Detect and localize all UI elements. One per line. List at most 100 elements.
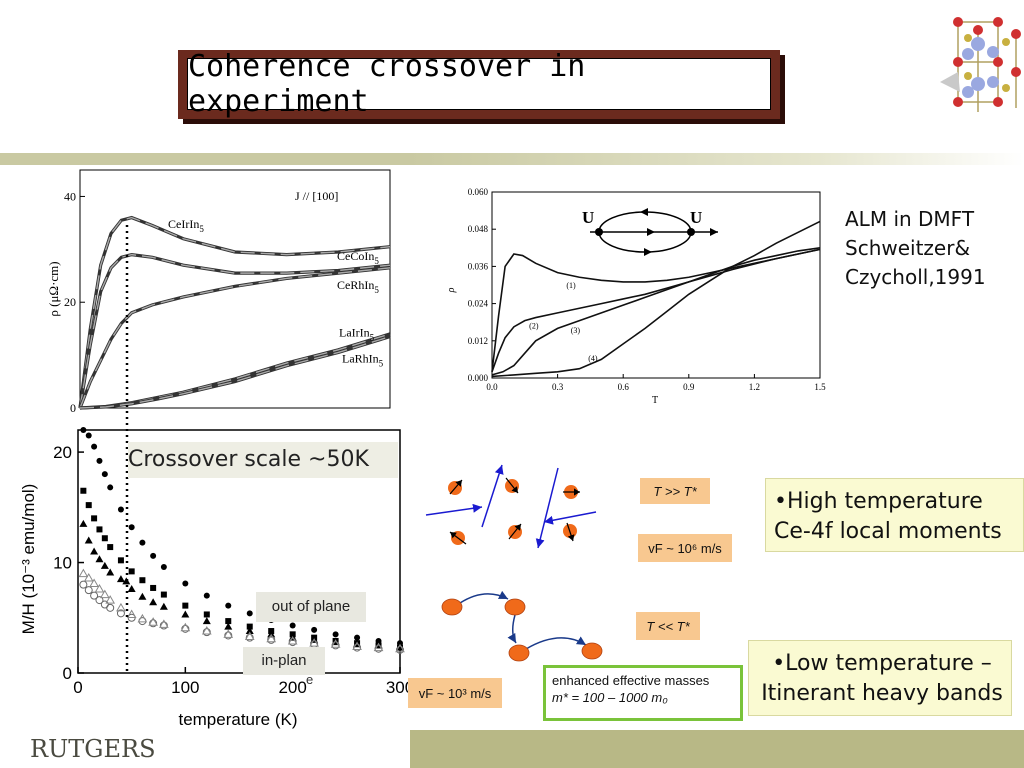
data-point [107,544,114,551]
data-point [100,561,109,569]
effective-masses-box: enhanced effective masses m* = 100 – 100… [543,665,743,721]
data-point [80,427,87,433]
stray-letter: e [306,672,314,687]
dmft-resistivity-chart: ρ T 0.0 0.3 0.6 0.9 1.2 1.5 0.000 0.012 0.024 0.0… [446,187,826,405]
data-point [202,617,211,625]
in-plane-label: in-plan [243,647,325,675]
crossover-line [125,225,129,673]
high-temp-line-2: Ce-4f local moments [774,519,1002,544]
data-point [245,627,254,635]
series-label-CeIrIn5: CeIrIn5 [168,217,204,234]
data-point [116,575,125,583]
series-highlight-CeRhIn5 [79,267,391,409]
x-tick-label: 0.3 [552,382,564,392]
resistivity-chart: J // [100] ρ (μΩ·cm) 0 20 40 CeCoIn5 CeIrIn… [46,169,391,415]
x-tick-label: 200 [278,678,306,697]
local-moments-diagram [425,464,597,549]
data-point [78,568,89,578]
data-point [139,577,146,584]
y-tick-label: 0.024 [468,299,489,309]
data-point [85,502,92,509]
data-point [79,519,88,527]
data-point [150,552,157,559]
data-point [203,611,210,618]
series-label: (2) [529,321,539,330]
header-band [0,153,1024,165]
data-point [149,598,158,606]
series-label: (1) [566,281,576,290]
data-point [353,643,362,652]
data-point [105,595,116,604]
u-right-label: U [690,208,702,227]
x-axis-label: temperature (K) [178,710,297,729]
data-point [396,645,404,654]
series-label: (3) [571,326,581,335]
data-point [83,573,94,582]
y-axis-label: M/H (10⁻³ emu/mol) [20,484,38,635]
series-highlight-LaRhIn5 [79,335,391,409]
x-tick-label: 0.0 [486,382,498,392]
x-tick-label: 1.5 [814,382,826,392]
data-point [180,622,191,632]
data-point [137,613,148,623]
data-point [201,626,212,635]
data-point [126,609,137,618]
data-point [159,621,168,630]
data-point [246,610,253,617]
y-tick-label: 10 [53,554,72,573]
x-tick-label: 300 [386,678,410,697]
data-point [91,515,98,522]
series-line-(2) [491,248,821,373]
data-point [84,536,93,544]
data-point [160,563,167,570]
y-axis-label: ρ (μΩ·cm) [46,261,61,316]
data-point [90,547,99,555]
data-point [85,432,92,439]
y-tick-label: 40 [64,189,76,203]
data-point [90,591,99,600]
data-point [149,619,158,628]
y-tick-label: 20 [64,295,76,309]
x-tick-label: 1.2 [749,382,760,392]
u-left-label: U [582,208,594,227]
data-point [127,585,136,593]
y-tick-label: 0.036 [468,261,489,271]
data-point [224,622,233,630]
data-point [150,584,157,591]
data-point [148,617,158,626]
data-point [159,602,168,610]
data-point [245,633,254,642]
data-point [89,578,99,588]
alm-line-3: Czycholl,1991 [845,265,986,289]
data-point [138,592,147,600]
x-tick-label: 0.9 [683,382,695,392]
data-point [309,638,319,647]
data-point [106,603,115,612]
y-tick-label: 0 [70,401,76,415]
data-point [101,535,108,542]
y-tick-label: 0.048 [468,224,489,234]
y-tick-label: 0.012 [468,336,488,346]
data-point [288,638,297,647]
data-point [117,557,124,564]
y-tick-label: 0.060 [468,187,489,197]
data-point [181,610,190,618]
series-line-(4) [491,220,821,378]
data-point [223,629,234,638]
data-point [311,626,318,633]
chart-title: J // [100] [295,189,338,203]
series-label-CeRhIn5: CeRhIn5 [337,278,379,295]
crystal-structure-icon [940,17,1021,112]
rutgers-logo: RUTGERS [30,735,156,763]
tag-high-temperature: T >> T* [640,478,710,504]
x-tick-label: 0 [73,678,82,697]
data-point [96,526,103,533]
data-point [116,609,125,618]
data-point [332,631,339,638]
data-point [96,457,103,464]
footer-logo-area [0,730,410,768]
y-axis-label: ρ [446,287,457,293]
data-point [79,580,88,589]
data-point [246,623,253,630]
data-point [395,643,405,653]
